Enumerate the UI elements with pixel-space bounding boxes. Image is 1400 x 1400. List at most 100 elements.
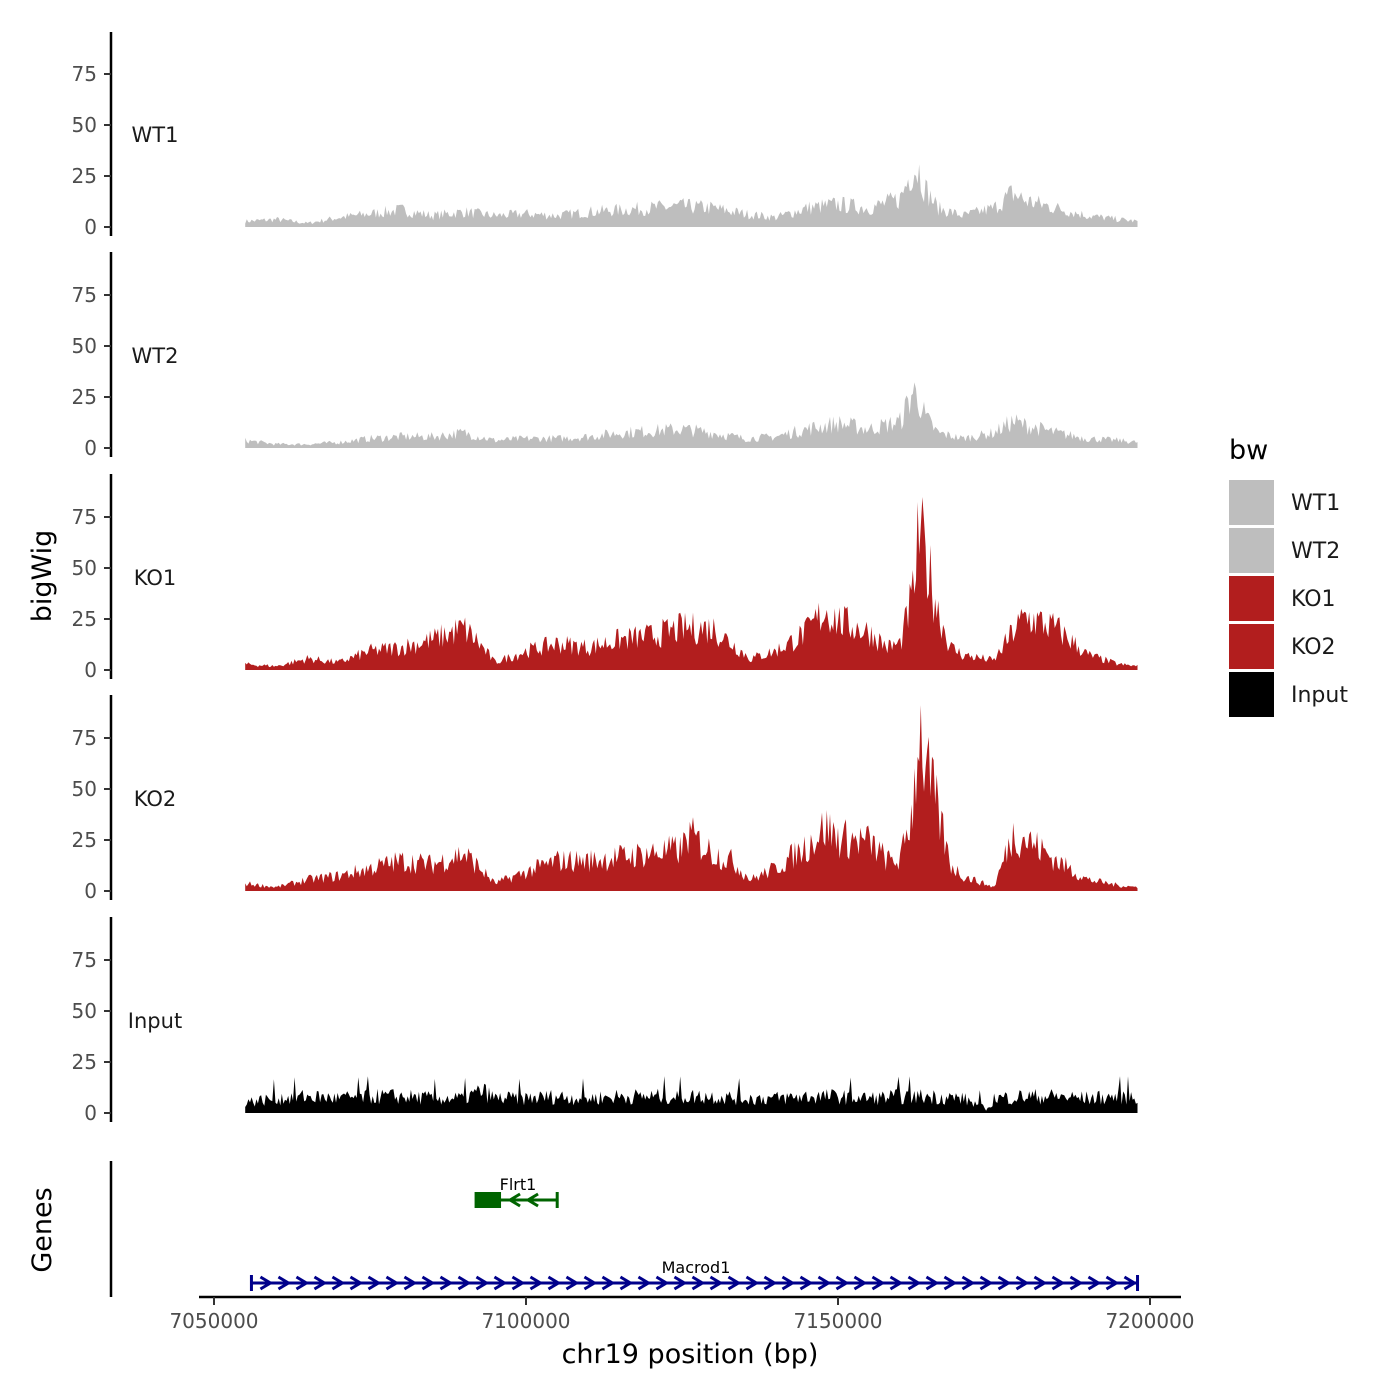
gene-strand-arrow-macrod1-0 [259,1275,274,1291]
gene-strand-arrow-macrod1-3 [313,1275,328,1291]
y-tick-label-wt2-75: 75 [72,283,97,307]
gene-strand-arrow-macrod1-25 [709,1275,724,1291]
track-panel-wt1: WT1 0 25 50 75 [72,32,179,239]
y-tick-label-wt2-50: 50 [72,334,97,358]
gene-strand-arrow-macrod1-27 [745,1275,760,1291]
y-tick-label-wt2-25: 25 [72,385,97,409]
track-ticks-wt2: 0 25 50 75 [72,252,113,460]
signal-area-ko2 [245,705,1138,891]
y-tick-label-wt1-0: 0 [84,215,97,239]
y-tick-label-wt1-25: 25 [72,164,97,188]
gene-strand-arrow-macrod1-19 [601,1275,616,1291]
track-ticks-input: 0 25 50 75 [72,917,113,1125]
signal-area-input [245,1076,1138,1113]
y-tick-label-ko1-50: 50 [72,556,97,580]
track-label-input: Input [128,1009,182,1033]
gene-strand-arrow-macrod1-42 [1015,1275,1030,1291]
gene-strand-arrow-macrod1-31 [817,1275,832,1291]
gene-strand-arrow-macrod1-6 [367,1275,382,1291]
y-tick-label-input-75: 75 [72,948,97,972]
gene-strand-arrow-macrod1-48 [1123,1275,1138,1291]
gene-strand-arrow-macrod1-41 [997,1275,1012,1291]
gene-strand-arrow-macrod1-7 [385,1275,400,1291]
track-ticks-ko1: 0 25 50 75 [72,474,113,682]
y-tick-label-ko2-25: 25 [72,828,97,852]
signal-areas [245,164,1138,1113]
gene-strand-arrow-macrod1-8 [403,1275,418,1291]
track-panel-ko1: KO1 0 25 50 75 [72,474,177,682]
gene-strand-arrow-macrod1-34 [871,1275,886,1291]
gene-strand-arrow-macrod1-12 [475,1275,490,1291]
gene-strand-arrow-macrod1-15 [529,1275,544,1291]
gene-strand-arrow-macrod1-23 [673,1275,688,1291]
gene-strand-arrow-macrod1-37 [925,1275,940,1291]
gene-strand-arrow-macrod1-14 [511,1275,526,1291]
gene-strand-arrow-macrod1-11 [457,1275,472,1291]
legend-label-wt2: WT2 [1291,539,1340,564]
signal-area-wt2 [245,382,1138,448]
gene-strand-arrow-macrod1-20 [619,1275,634,1291]
y-tick-label-input-0: 0 [84,1101,97,1125]
legend-key-wt2 [1229,528,1274,573]
track-panel-input: Input 0 25 50 75 [72,917,182,1125]
gene-strand-arrow-macrod1-1 [277,1275,292,1291]
signal-area-ko1 [245,497,1138,670]
y-tick-label-ko1-25: 25 [72,607,97,631]
gene-strand-arrow-macrod1-10 [439,1275,454,1291]
gene-strand-arrow-macrod1-38 [943,1275,958,1291]
legend: bw WT1 WT2 KO1 KO2 Input [1229,435,1348,717]
gene-label-macrod1: Macrod1 [662,1258,731,1277]
gene-models [249,1192,1140,1291]
y-tick-label-input-50: 50 [72,999,97,1023]
y-tick-label-wt1-75: 75 [72,62,97,86]
y-tick-label-ko2-75: 75 [72,726,97,750]
gene-strand-arrow-macrod1-5 [349,1275,364,1291]
gene-strand-arrow-macrod1-43 [1033,1275,1048,1291]
gene-strand-arrow-macrod1-30 [799,1275,814,1291]
x-axis [199,1295,1181,1305]
legend-key-input [1229,672,1274,717]
gene-strand-arrow-macrod1-13 [493,1275,508,1291]
gene-exon-flrt1 [476,1192,502,1208]
gene-strand-arrow-macrod1-18 [583,1275,598,1291]
gene-strand-arrow-macrod1-35 [889,1275,904,1291]
gene-strand-arrow-macrod1-36 [907,1275,922,1291]
y-tick-label-wt1-50: 50 [72,113,97,137]
x-tick-label-7100000: 7100000 [481,1309,570,1333]
track-label-ko2: KO2 [134,787,177,811]
track-panel-wt2: WT2 0 25 50 75 [72,252,179,460]
x-tick-label-7150000: 7150000 [793,1309,882,1333]
y-tick-label-ko2-50: 50 [72,777,97,801]
gene-strand-arrow-macrod1-17 [565,1275,580,1291]
legend-label-ko1: KO1 [1291,587,1336,612]
track-label-wt1: WT1 [132,123,179,147]
gene-strand-arrow-macrod1-47 [1105,1275,1120,1291]
track-ticks-ko2: 0 25 50 75 [72,695,113,903]
gene-strand-arrow-macrod1-9 [421,1275,436,1291]
track-label-wt2: WT2 [132,344,179,368]
gene-strand-arrow-macrod1-28 [763,1275,778,1291]
signal-area-wt1 [245,164,1138,227]
legend-label-input: Input [1291,683,1348,708]
legend-title: bw [1229,435,1268,466]
legend-key-ko1 [1229,576,1274,621]
track-panel-ko2: KO2 0 25 50 75 [72,695,177,903]
gene-strand-arrow-flrt1-1 [525,1192,539,1208]
gene-strand-arrow-macrod1-29 [781,1275,796,1291]
track-ticks-wt1: 0 25 50 75 [72,32,113,239]
y-tick-label-ko1-75: 75 [72,505,97,529]
y-axis-title-bigwig: bigWig [27,530,58,623]
gene-strand-arrow-macrod1-22 [655,1275,670,1291]
x-tick-label-7200000: 7200000 [1105,1309,1194,1333]
gene-strand-arrow-macrod1-45 [1069,1275,1084,1291]
x-tick-label-7050000: 7050000 [169,1309,258,1333]
y-axis-title-genes: Genes [27,1187,58,1272]
track-label-ko1: KO1 [134,566,177,590]
gene-strand-arrow-macrod1-26 [727,1275,742,1291]
legend-key-ko2 [1229,624,1274,669]
gene-strand-arrow-macrod1-4 [331,1275,346,1291]
x-axis-title: chr19 position (bp) [562,1339,819,1370]
gene-label-flrt1: Flrt1 [500,1175,537,1194]
gene-strand-arrow-flrt1-0 [507,1192,521,1208]
